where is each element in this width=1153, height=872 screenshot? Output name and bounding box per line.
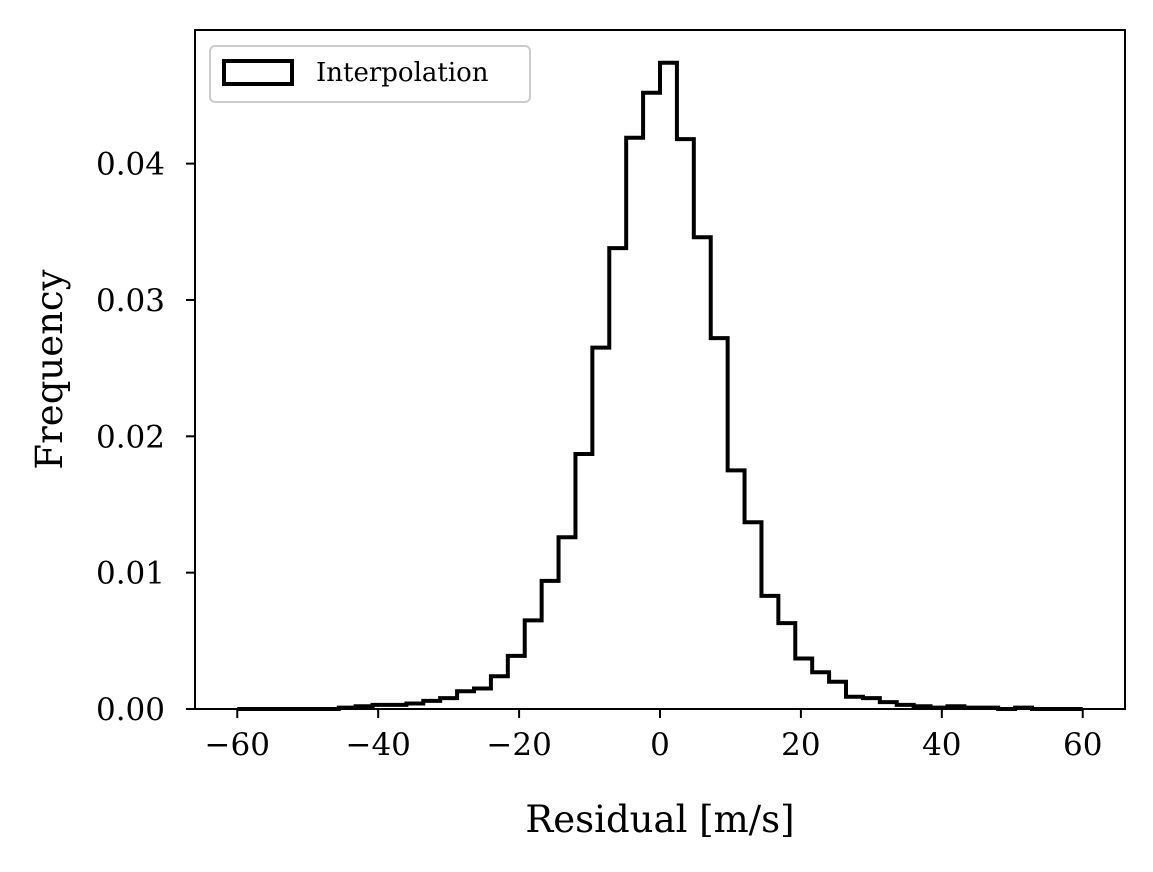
plot-area <box>237 60 1083 711</box>
x-tick-label: −20 <box>486 727 551 763</box>
y-tick-label: 0.02 <box>96 419 165 455</box>
x-axis-ticks: −60 −40 −20 0 20 40 60 <box>205 709 1102 763</box>
histogram-step-line <box>237 60 1083 711</box>
y-axis-ticks: 0.00 0.01 0.02 0.03 0.04 <box>96 147 195 728</box>
y-tick-label: 0.03 <box>96 283 165 319</box>
y-tick-label: 0.01 <box>96 556 165 592</box>
x-axis-label: Residual [m/s] <box>525 798 794 841</box>
x-tick-label: 0 <box>650 727 670 763</box>
x-tick-label: 60 <box>1063 727 1102 763</box>
y-tick-label: 0.04 <box>96 147 165 183</box>
y-tick-label: 0.00 <box>96 692 165 728</box>
x-tick-label: −60 <box>205 727 270 763</box>
x-tick-label: 20 <box>781 727 820 763</box>
x-tick-label: 40 <box>922 727 961 763</box>
legend: Interpolation <box>209 45 531 103</box>
legend-swatch-interpolation <box>222 59 294 86</box>
x-tick-label: −40 <box>345 727 410 763</box>
legend-label-interpolation: Interpolation <box>316 58 489 88</box>
y-axis-label: Frequency <box>28 269 71 469</box>
